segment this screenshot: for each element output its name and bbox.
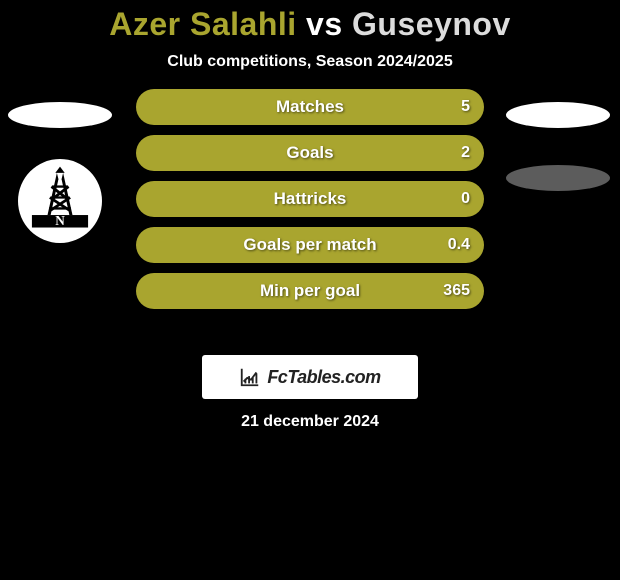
chart-icon: [239, 366, 261, 388]
stat-bar: Goals 2: [136, 135, 484, 171]
brand-text: FcTables.com: [267, 367, 380, 388]
subtitle: Club competitions, Season 2024/2025: [0, 47, 620, 89]
stat-value: 2: [461, 144, 470, 162]
team-logo-left: N: [18, 159, 102, 243]
player1-name: Azer Salahli: [109, 6, 296, 42]
oil-derrick-icon: N: [21, 162, 99, 240]
stat-bar: Matches 5: [136, 89, 484, 125]
svg-text:N: N: [55, 213, 65, 228]
stat-value: 365: [443, 282, 470, 300]
stat-label: Min per goal: [260, 281, 360, 301]
stat-value: 0: [461, 190, 470, 208]
content-area: N Matches 5 Goals 2 Hattricks 0 Goals per matc…: [0, 89, 620, 349]
date-text: 21 december 2024: [0, 399, 620, 431]
stat-label: Goals: [286, 143, 333, 163]
stat-bar: Goals per match 0.4: [136, 227, 484, 263]
player2-name: Guseynov: [352, 6, 511, 42]
brand-badge: FcTables.com: [202, 355, 418, 399]
stat-label: Hattricks: [274, 189, 347, 209]
right-ellipse-bottom: [506, 165, 610, 191]
comparison-title: Azer Salahli vs Guseynov: [0, 0, 620, 47]
stat-bar: Hattricks 0: [136, 181, 484, 217]
stat-bar: Min per goal 365: [136, 273, 484, 309]
stat-value: 0.4: [448, 236, 470, 254]
left-ellipse: [8, 102, 112, 128]
vs-text: vs: [306, 6, 343, 42]
right-ellipse-top: [506, 102, 610, 128]
stat-value: 5: [461, 98, 470, 116]
stat-label: Goals per match: [243, 235, 376, 255]
stats-bars: Matches 5 Goals 2 Hattricks 0 Goals per match 0…: [136, 89, 484, 319]
stat-label: Matches: [276, 97, 344, 117]
